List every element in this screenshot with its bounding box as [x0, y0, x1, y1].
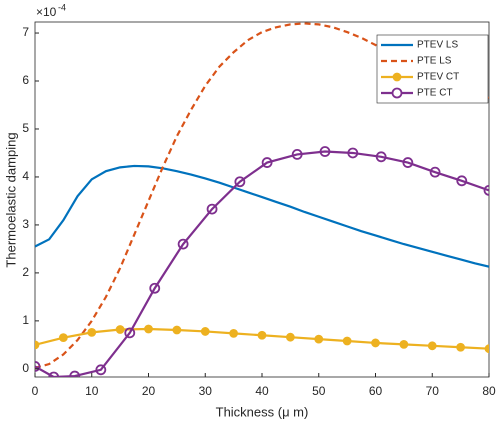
marker — [87, 327, 97, 337]
y-tick-label: 7 — [22, 25, 29, 39]
marker — [347, 147, 359, 159]
marker — [291, 149, 303, 160]
x-tick-label: 10 — [85, 384, 99, 398]
marker — [149, 282, 161, 294]
marker — [314, 334, 324, 344]
x-tick-label: 20 — [142, 384, 156, 398]
marker — [58, 333, 68, 343]
marker — [35, 361, 41, 372]
marker — [429, 166, 441, 178]
y-tick-label: 3 — [22, 217, 29, 231]
marker — [399, 339, 409, 349]
marker — [456, 175, 468, 187]
y-axis-label: Thermoelastic damping — [3, 132, 18, 267]
marker — [456, 342, 466, 352]
series-line — [35, 164, 489, 268]
marker — [115, 325, 125, 334]
marker — [342, 336, 352, 346]
y-tick-label: 2 — [22, 265, 29, 279]
y-tick-label: 5 — [22, 121, 29, 135]
marker — [95, 364, 107, 376]
x-tick-label: 40 — [255, 384, 269, 398]
multiplier-exponent: -4 — [58, 2, 66, 12]
marker — [177, 238, 189, 250]
marker — [48, 371, 60, 377]
marker — [484, 344, 489, 354]
y-tick-label: 6 — [22, 73, 29, 87]
marker — [402, 157, 414, 168]
lines — [35, 22, 489, 377]
legend-label: PTEV CT — [417, 72, 459, 83]
marker — [35, 340, 40, 350]
x-tick-label: 0 — [32, 384, 39, 398]
marker — [124, 327, 136, 339]
legend-label: PTE LS — [417, 56, 452, 67]
legend-label: PTE CT — [417, 88, 453, 99]
marker — [371, 338, 380, 348]
legend-marker — [392, 72, 402, 82]
legend-label: PTEV LS — [417, 40, 458, 51]
x-tick-label: 70 — [426, 384, 440, 398]
marker — [483, 184, 489, 196]
x-tick-label: 60 — [369, 384, 383, 398]
marker — [375, 151, 387, 163]
legend: PTEV LS PTE LS PTEV CT PTE CT — [376, 34, 489, 104]
marker — [261, 157, 273, 168]
x-tick-label: 80 — [482, 384, 496, 398]
marker — [200, 327, 210, 336]
marker — [172, 325, 182, 335]
marker — [285, 332, 295, 342]
marker — [319, 146, 331, 157]
marker — [234, 176, 246, 188]
x-tick-label: 50 — [312, 384, 326, 398]
marker — [144, 324, 153, 334]
marker — [427, 341, 437, 351]
x-tick-label: 30 — [199, 384, 213, 398]
y-tick-label: 0 — [22, 361, 29, 375]
legend-marker — [391, 87, 403, 99]
marker — [257, 330, 267, 340]
marker — [69, 370, 81, 377]
y-tick-label: 4 — [22, 169, 29, 183]
multiplier: ×10 — [36, 5, 57, 19]
y-tick-label: 1 — [22, 313, 29, 327]
series-line — [35, 22, 489, 369]
marker — [229, 328, 239, 338]
x-axis-label: Thickness (μ m) — [216, 404, 309, 419]
marker — [206, 203, 218, 215]
